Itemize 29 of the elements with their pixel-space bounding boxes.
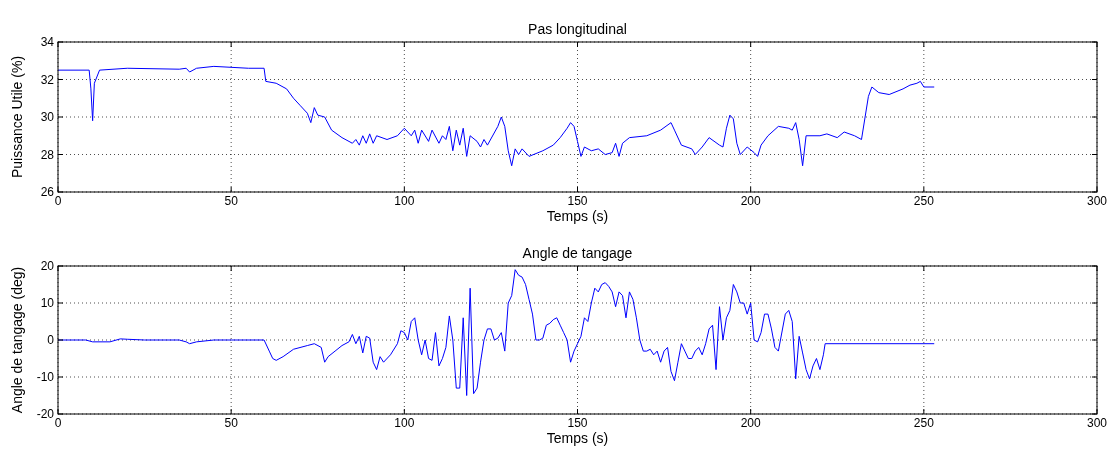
y-tick-label: 0	[47, 333, 55, 347]
x-tick-label: 150	[567, 416, 588, 430]
y-tick-label: 30	[40, 110, 55, 124]
x-tick-label: 100	[394, 416, 415, 430]
x-tick-label: 50	[224, 194, 239, 208]
line-series	[58, 65, 935, 167]
chart-title: Pas longitudinal	[528, 21, 627, 37]
x-tick-label: 100	[394, 194, 415, 208]
y-tick-label: 34	[40, 35, 55, 49]
y-axis-title: Angle de tangage (deg)	[9, 266, 25, 414]
x-tick-label: 250	[913, 194, 935, 208]
y-tick-label: 10	[40, 296, 55, 310]
x-tick-label: 150	[567, 194, 588, 208]
x-tick-label: 200	[740, 416, 761, 430]
x-tick-label: 250	[913, 416, 935, 430]
x-axis-title: Temps (s)	[546, 208, 609, 224]
y-tick-label: 32	[40, 72, 55, 87]
x-tick-label: 300	[1086, 416, 1108, 430]
y-tick-label: -20	[36, 407, 55, 421]
x-tick-label: 300	[1086, 194, 1108, 208]
x-tick-label: 50	[224, 416, 239, 430]
y-tick-label: 28	[40, 147, 55, 162]
y-axis-title: Puissance Utile (%)	[9, 55, 25, 179]
y-tick-label: -10	[36, 370, 55, 384]
y-tick-label: 20	[40, 259, 55, 273]
chart-title: Angle de tangage	[522, 245, 633, 261]
x-tick-label: 200	[740, 194, 761, 208]
x-axis-title: Temps (s)	[546, 430, 609, 446]
y-tick-label: 26	[40, 185, 55, 199]
